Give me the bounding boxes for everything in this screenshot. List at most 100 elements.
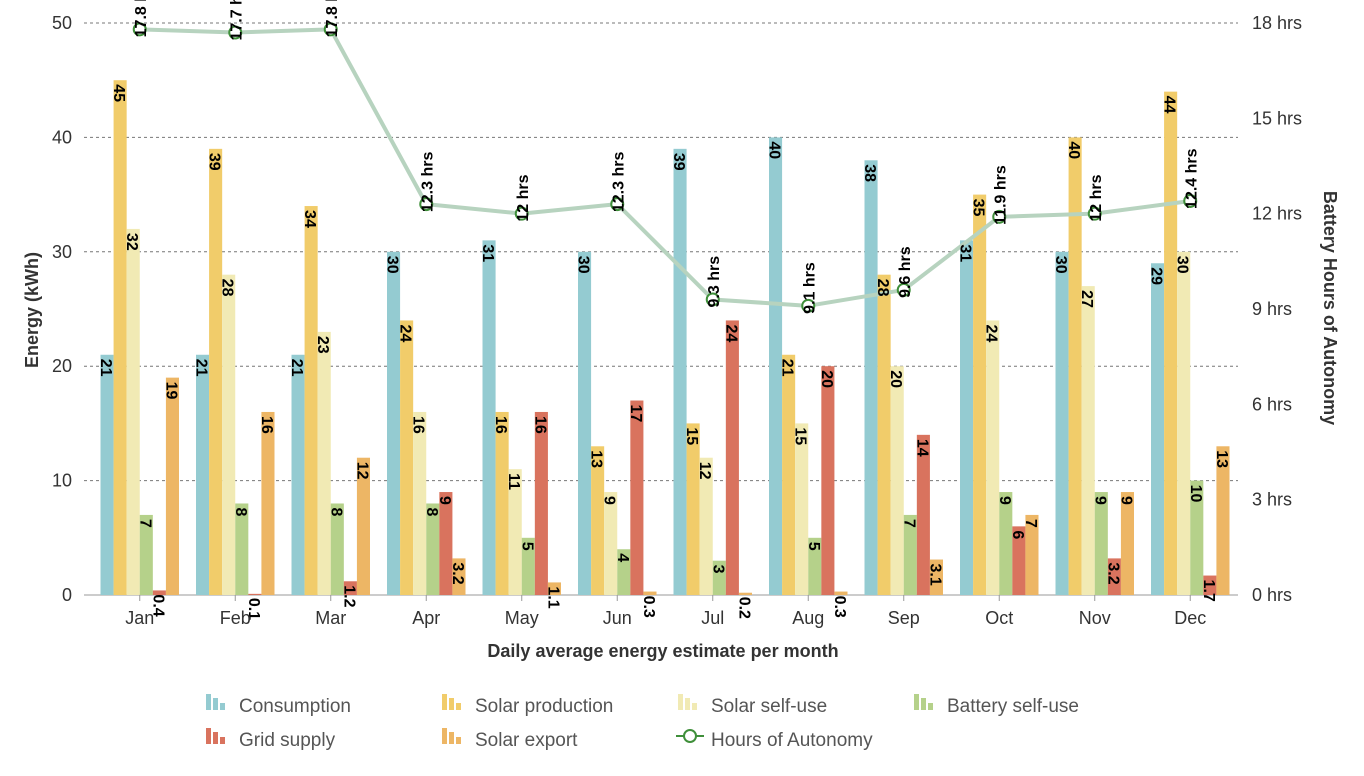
- bar-solar-export[interactable]: [738, 592, 753, 595]
- bar-consumption[interactable]: [195, 354, 210, 595]
- bar-solar-self-use[interactable]: [1177, 251, 1191, 596]
- bar-solar-production[interactable]: [877, 274, 891, 595]
- autonomy-marker[interactable]: [514, 206, 529, 221]
- x-tick-label: Aug: [792, 608, 824, 628]
- bar-battery-self-use[interactable]: [903, 514, 917, 595]
- autonomy-marker[interactable]: [992, 209, 1007, 224]
- bar-battery-self-use[interactable]: [999, 492, 1013, 595]
- bar-grid-supply[interactable]: [343, 581, 357, 595]
- legend-item[interactable]: Solar export: [442, 728, 578, 751]
- bar-data-label: 9: [996, 496, 1013, 505]
- autonomy-marker[interactable]: [1087, 206, 1102, 221]
- bar-battery-self-use[interactable]: [235, 503, 249, 595]
- bar-solar-production[interactable]: [686, 423, 700, 595]
- bar-solar-production[interactable]: [400, 320, 414, 595]
- bar-grid-supply[interactable]: [534, 411, 548, 595]
- legend-item[interactable]: Solar self-use: [678, 694, 827, 717]
- bar-solar-self-use[interactable]: [986, 320, 1000, 595]
- bar-battery-self-use[interactable]: [808, 537, 822, 595]
- bar-battery-self-use[interactable]: [617, 549, 631, 595]
- autonomy-marker[interactable]: [610, 197, 625, 212]
- bar-battery-self-use[interactable]: [139, 514, 153, 595]
- bar-solar-export[interactable]: [547, 582, 562, 595]
- bar-solar-self-use[interactable]: [317, 331, 331, 595]
- bar-consumption[interactable]: [959, 240, 974, 596]
- autonomy-marker[interactable]: [419, 197, 434, 212]
- bar-solar-self-use[interactable]: [126, 228, 140, 596]
- legend-item[interactable]: Grid supply: [206, 728, 336, 751]
- bar-grid-supply[interactable]: [821, 366, 835, 595]
- bar-consumption[interactable]: [291, 354, 305, 595]
- bar-solar-export[interactable]: [834, 591, 848, 595]
- bar-consumption[interactable]: [577, 251, 592, 596]
- y2-tick-label: 12 hrs: [1252, 204, 1302, 224]
- bar-consumption[interactable]: [100, 354, 114, 595]
- bar-solar-production[interactable]: [1068, 137, 1082, 595]
- autonomy-data-label: 12.3 hrs: [610, 152, 627, 213]
- bar-grid-supply[interactable]: [630, 400, 644, 595]
- legend-item[interactable]: Solar production: [442, 694, 613, 717]
- autonomy-marker[interactable]: [705, 292, 720, 307]
- bar-solar-export[interactable]: [261, 411, 275, 595]
- bar-grid-supply[interactable]: [1107, 558, 1121, 595]
- bar-grid-supply[interactable]: [725, 320, 739, 595]
- bar-solar-production[interactable]: [495, 411, 509, 595]
- bar-solar-export[interactable]: [356, 457, 371, 595]
- legend-item[interactable]: Battery self-use: [914, 694, 1079, 717]
- autonomy-marker[interactable]: [896, 282, 911, 297]
- bar-solar-production[interactable]: [209, 148, 223, 595]
- legend-item[interactable]: Hours of Autonomy: [676, 729, 873, 751]
- bar-grid-supply[interactable]: [1203, 575, 1217, 595]
- bar-solar-self-use[interactable]: [795, 423, 809, 595]
- bar-solar-self-use[interactable]: [413, 411, 427, 595]
- bar-solar-self-use[interactable]: [890, 366, 904, 595]
- bar-solar-export[interactable]: [1025, 514, 1039, 595]
- bar-grid-supply[interactable]: [152, 590, 166, 595]
- bar-solar-export[interactable]: [452, 558, 466, 595]
- y-axis-title: Energy (kWh): [22, 252, 42, 368]
- bar-battery-self-use[interactable]: [521, 537, 535, 595]
- bar-solar-self-use[interactable]: [508, 469, 522, 595]
- bar-solar-production[interactable]: [113, 80, 127, 595]
- bar-solar-self-use[interactable]: [1081, 286, 1095, 595]
- bar-solar-self-use[interactable]: [222, 274, 236, 595]
- legend-item[interactable]: Consumption: [206, 694, 351, 717]
- bar-solar-export[interactable]: [643, 591, 657, 595]
- bar-consumption[interactable]: [673, 148, 687, 595]
- bar-grid-supply[interactable]: [248, 593, 262, 595]
- bar-battery-self-use[interactable]: [330, 503, 344, 595]
- bar-battery-self-use[interactable]: [712, 560, 726, 595]
- autonomy-marker[interactable]: [323, 22, 338, 37]
- autonomy-marker[interactable]: [228, 25, 243, 40]
- bar-consumption[interactable]: [864, 160, 878, 595]
- bar-battery-self-use[interactable]: [426, 503, 440, 595]
- bar-data-label: 24: [397, 324, 414, 342]
- bar-solar-self-use[interactable]: [699, 457, 713, 595]
- bar-solar-export[interactable]: [1120, 492, 1135, 595]
- autonomy-marker[interactable]: [132, 22, 147, 37]
- bar-solar-production[interactable]: [591, 446, 605, 595]
- bar-solar-production[interactable]: [1164, 91, 1178, 595]
- bar-grid-supply[interactable]: [439, 492, 453, 595]
- bar-consumption[interactable]: [1055, 251, 1069, 596]
- autonomy-marker[interactable]: [801, 298, 816, 313]
- bar-grid-supply[interactable]: [916, 434, 930, 595]
- bar-solar-production[interactable]: [973, 194, 987, 595]
- bar-grid-supply[interactable]: [1012, 526, 1026, 595]
- autonomy-data-label: 17.8 hrs: [133, 0, 150, 37]
- bar-solar-self-use[interactable]: [604, 492, 618, 595]
- bar-solar-export[interactable]: [165, 377, 180, 595]
- bar-solar-production[interactable]: [304, 206, 318, 596]
- bar-data-label: 5: [518, 542, 535, 551]
- bar-battery-self-use[interactable]: [1094, 492, 1108, 595]
- bar-solar-export[interactable]: [929, 559, 944, 595]
- bar-consumption[interactable]: [386, 251, 401, 596]
- bar-consumption[interactable]: [1150, 263, 1165, 595]
- bar-solar-production[interactable]: [782, 354, 796, 595]
- autonomy-marker[interactable]: [1183, 193, 1198, 208]
- bar-solar-export[interactable]: [1216, 446, 1230, 595]
- bar-data-label: 40: [766, 141, 783, 159]
- bar-consumption[interactable]: [482, 240, 496, 596]
- bar-consumption[interactable]: [768, 137, 783, 595]
- bar-battery-self-use[interactable]: [1190, 480, 1204, 595]
